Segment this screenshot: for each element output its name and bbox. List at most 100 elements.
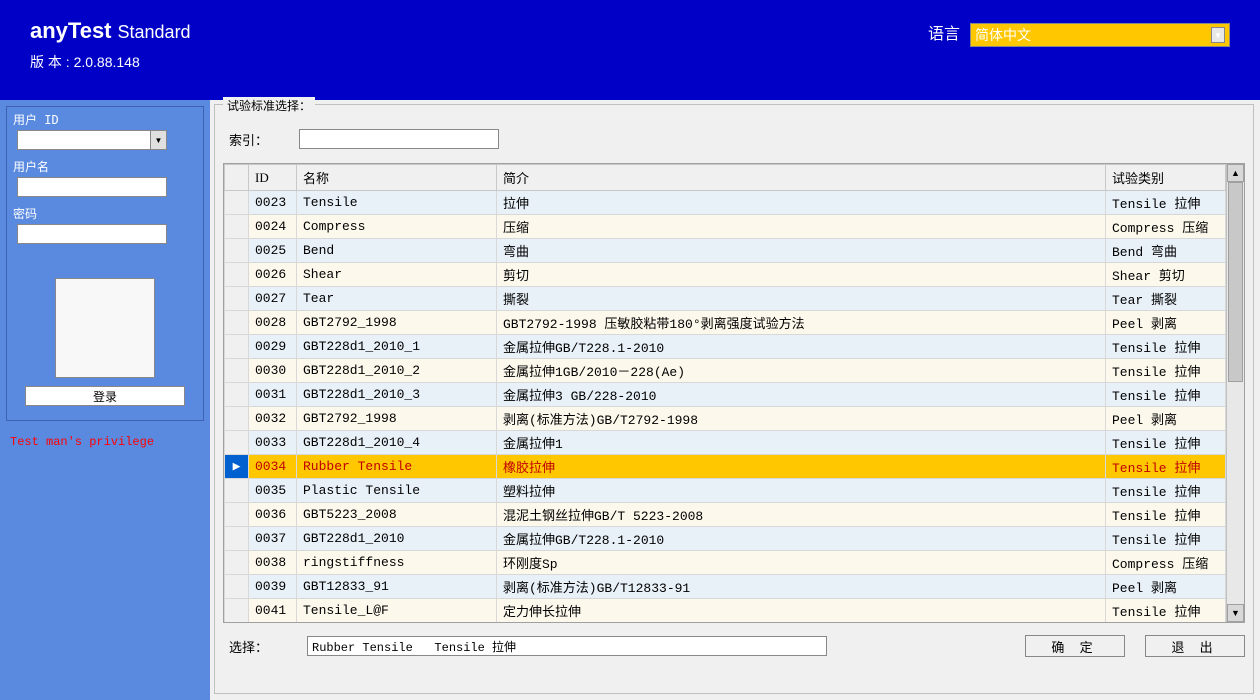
row-desc: 剪切 xyxy=(497,263,1106,287)
table-row[interactable]: 0024Compress压缩Compress 压缩 xyxy=(225,215,1226,239)
table-row[interactable]: ▶0034Rubber Tensile橡胶拉伸Tensile 拉伸 xyxy=(225,455,1226,479)
col-cat[interactable]: 试验类别 xyxy=(1106,165,1226,191)
table-row[interactable]: 0035Plastic Tensile塑料拉伸Tensile 拉伸 xyxy=(225,479,1226,503)
vertical-scrollbar[interactable]: ▲ ▼ xyxy=(1226,164,1244,622)
row-id: 0038 xyxy=(249,551,297,575)
scroll-down-icon[interactable]: ▼ xyxy=(1227,604,1244,622)
col-marker[interactable] xyxy=(225,165,249,191)
table-row[interactable]: 0033GBT228d1_2010_4金属拉伸1Tensile 拉伸 xyxy=(225,431,1226,455)
username-input[interactable] xyxy=(17,177,167,197)
table-row[interactable]: 0023Tensile拉伸Tensile 拉伸 xyxy=(225,191,1226,215)
login-button[interactable]: 登录 xyxy=(25,386,185,406)
table-row[interactable]: 0028GBT2792_1998GBT2792-1998 压敏胶粘带180°剥离… xyxy=(225,311,1226,335)
brand-sub: Standard xyxy=(118,22,191,42)
standards-table: ID 名称 简介 试验类别 0023Tensile拉伸Tensile 拉伸002… xyxy=(224,164,1226,622)
row-id: 0036 xyxy=(249,503,297,527)
row-marker xyxy=(225,503,249,527)
row-desc: 压缩 xyxy=(497,215,1106,239)
row-cat: Bend 弯曲 xyxy=(1106,239,1226,263)
row-name: GBT12833_91 xyxy=(297,575,497,599)
row-desc: 剥离(标准方法)GB/T12833-91 xyxy=(497,575,1106,599)
table-wrap: ID 名称 简介 试验类别 0023Tensile拉伸Tensile 拉伸002… xyxy=(223,163,1245,623)
row-name: Tensile_L@F xyxy=(297,599,497,623)
row-desc: 塑料拉伸 xyxy=(497,479,1106,503)
row-name: Tear xyxy=(297,287,497,311)
table-row[interactable]: 0031GBT228d1_2010_3金属拉伸3 GB/228-2010Tens… xyxy=(225,383,1226,407)
table-row[interactable]: 0041Tensile_L@F定力伸长拉伸Tensile 拉伸 xyxy=(225,599,1226,623)
language-value: 简体中文 xyxy=(975,25,1031,45)
version-value: 2.0.88.148 xyxy=(74,54,140,70)
row-id: 0024 xyxy=(249,215,297,239)
table-row[interactable]: 0026Shear剪切Shear 剪切 xyxy=(225,263,1226,287)
row-cat: Compress 压缩 xyxy=(1106,215,1226,239)
row-id: 0026 xyxy=(249,263,297,287)
row-name: Shear xyxy=(297,263,497,287)
row-id: 0027 xyxy=(249,287,297,311)
row-cat: Peel 剥离 xyxy=(1106,311,1226,335)
row-marker xyxy=(225,479,249,503)
table-row[interactable]: 0038ringstiffness环刚度SpCompress 压缩 xyxy=(225,551,1226,575)
col-id[interactable]: ID xyxy=(249,165,297,191)
table-row[interactable]: 0037GBT228d1_2010金属拉伸GB/T228.1-2010Tensi… xyxy=(225,527,1226,551)
header-left: anyTestStandard 版 本 : 2.0.88.148 xyxy=(30,18,191,82)
row-desc: 剥离(标准方法)GB/T2792-1998 xyxy=(497,407,1106,431)
sidebar: 用户 ID ▼ 用户名 密码 登录 Test man's privilege xyxy=(0,100,210,700)
row-marker xyxy=(225,407,249,431)
table-row[interactable]: 0025Bend弯曲Bend 弯曲 xyxy=(225,239,1226,263)
row-id: 0032 xyxy=(249,407,297,431)
search-input[interactable] xyxy=(299,129,499,149)
header: anyTestStandard 版 本 : 2.0.88.148 语言 简体中文… xyxy=(0,0,1260,100)
row-cat: Tensile 拉伸 xyxy=(1106,503,1226,527)
selection-input[interactable] xyxy=(307,636,827,656)
row-cat: Tensile 拉伸 xyxy=(1106,335,1226,359)
row-desc: 金属拉伸1GB/2010－228(Ae) xyxy=(497,359,1106,383)
avatar-box xyxy=(55,278,155,378)
table-row[interactable]: 0032GBT2792_1998剥离(标准方法)GB/T2792-1998Pee… xyxy=(225,407,1226,431)
chevron-down-icon[interactable]: ▼ xyxy=(150,131,166,149)
exit-button[interactable]: 退 出 xyxy=(1145,635,1245,657)
row-id: 0039 xyxy=(249,575,297,599)
row-id: 0034 xyxy=(249,455,297,479)
selection-label: 选择： xyxy=(229,637,307,656)
table-row[interactable]: 0027Tear撕裂Tear 撕裂 xyxy=(225,287,1226,311)
scroll-thumb[interactable] xyxy=(1228,182,1243,382)
table-row[interactable]: 0029GBT228d1_2010_1金属拉伸GB/T228.1-2010Ten… xyxy=(225,335,1226,359)
password-label: 密码 xyxy=(7,201,203,224)
row-desc: 定力伸长拉伸 xyxy=(497,599,1106,623)
search-label: 索引： xyxy=(229,130,299,149)
row-desc: 混泥土钢丝拉伸GB/T 5223-2008 xyxy=(497,503,1106,527)
row-cat: Tensile 拉伸 xyxy=(1106,191,1226,215)
row-marker xyxy=(225,527,249,551)
col-desc[interactable]: 简介 xyxy=(497,165,1106,191)
user-id-label: 用户 ID xyxy=(7,107,203,130)
row-cat: Compress 压缩 xyxy=(1106,551,1226,575)
table-row[interactable]: 0030GBT228d1_2010_2金属拉伸1GB/2010－228(Ae)T… xyxy=(225,359,1226,383)
row-name: GBT228d1_2010 xyxy=(297,527,497,551)
row-marker xyxy=(225,551,249,575)
password-input[interactable] xyxy=(17,224,167,244)
row-desc: 橡胶拉伸 xyxy=(497,455,1106,479)
table-row[interactable]: 0039GBT12833_91剥离(标准方法)GB/T12833-91Peel … xyxy=(225,575,1226,599)
row-id: 0028 xyxy=(249,311,297,335)
row-cat: Tensile 拉伸 xyxy=(1106,599,1226,623)
user-id-select[interactable]: ▼ xyxy=(17,130,167,150)
row-marker xyxy=(225,191,249,215)
search-row: 索引： xyxy=(229,129,1245,149)
chevron-down-icon[interactable]: ▼ xyxy=(1211,27,1225,43)
bottom-row: 选择： 确 定 退 出 xyxy=(223,635,1245,657)
row-cat: Tensile 拉伸 xyxy=(1106,359,1226,383)
col-name[interactable]: 名称 xyxy=(297,165,497,191)
header-right: 语言 简体中文 ▼ xyxy=(928,23,1230,82)
version-line: 版 本 : 2.0.88.148 xyxy=(30,52,191,72)
row-marker xyxy=(225,215,249,239)
scroll-up-icon[interactable]: ▲ xyxy=(1227,164,1244,182)
row-id: 0023 xyxy=(249,191,297,215)
ok-button[interactable]: 确 定 xyxy=(1025,635,1125,657)
language-select[interactable]: 简体中文 ▼ xyxy=(970,23,1230,47)
row-id: 0025 xyxy=(249,239,297,263)
table-header-row: ID 名称 简介 试验类别 xyxy=(225,165,1226,191)
row-marker xyxy=(225,599,249,623)
button-row: 确 定 退 出 xyxy=(1025,635,1245,657)
row-name: GBT2792_1998 xyxy=(297,407,497,431)
table-row[interactable]: 0036GBT5223_2008混泥土钢丝拉伸GB/T 5223-2008Ten… xyxy=(225,503,1226,527)
